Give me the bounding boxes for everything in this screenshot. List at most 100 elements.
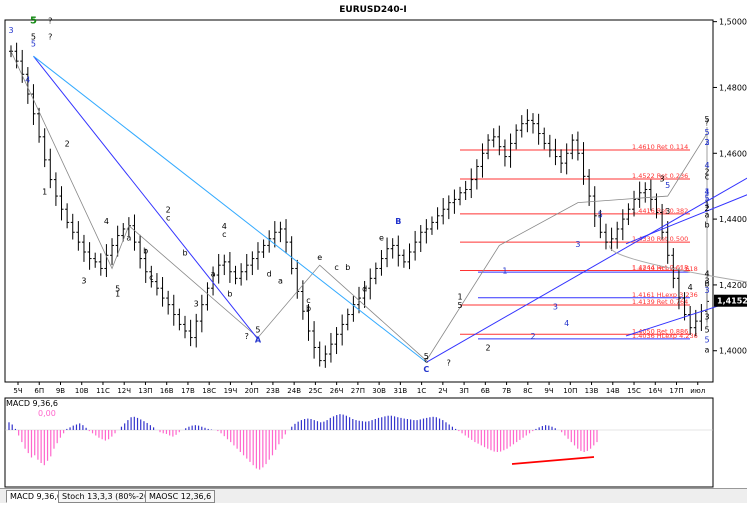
candle — [42, 128, 47, 168]
chart-title: EURUSD240-I — [339, 5, 407, 15]
wave-label: c — [306, 296, 310, 305]
candle — [429, 216, 434, 235]
candle — [418, 225, 423, 253]
candle — [334, 327, 339, 355]
candle — [603, 223, 608, 250]
candle — [620, 209, 625, 241]
candle — [676, 268, 681, 310]
candle — [648, 179, 653, 211]
candle — [452, 189, 457, 214]
wave-label: e — [379, 233, 384, 242]
candle — [379, 250, 384, 276]
macd-plot-frame — [4, 397, 714, 488]
wave-label: 5 — [704, 326, 709, 335]
wave-label: 4 — [704, 270, 709, 279]
candle — [121, 223, 126, 242]
candle — [244, 253, 249, 281]
wave-label: 3 — [704, 276, 709, 285]
candle — [570, 134, 575, 160]
wave-label: 5 — [255, 326, 260, 335]
candle — [508, 133, 513, 168]
wave-label: 5 — [598, 210, 603, 219]
price-label-box — [714, 294, 747, 307]
y-tick-label: 1,4600 — [719, 149, 747, 158]
candle — [396, 235, 401, 267]
wave-label: b — [345, 263, 350, 272]
candle — [615, 221, 620, 249]
candle — [87, 242, 92, 270]
x-tick-label: 10П — [563, 387, 577, 395]
wave-label: 3 — [665, 207, 670, 216]
wave-label: a — [705, 345, 710, 354]
candle — [660, 203, 665, 240]
wave-label: 2 — [704, 168, 709, 177]
wave-label: 4 — [688, 283, 693, 292]
wave-label: b — [182, 248, 187, 257]
wave-label: 2 — [65, 140, 70, 149]
candle — [65, 203, 70, 229]
x-tick-label: 13П — [138, 387, 152, 395]
y-tick-label: 1,4000 — [719, 347, 747, 356]
y-tick-label: 1,4800 — [719, 83, 747, 92]
x-tick-label: 12Ч — [117, 387, 131, 395]
candle — [542, 127, 547, 150]
wave-label: c — [334, 263, 338, 272]
candle — [385, 237, 390, 268]
candle — [469, 168, 474, 199]
x-tick-label: 20П — [245, 387, 259, 395]
x-tick-label: 15С — [627, 387, 641, 395]
tab-macd[interactable]: MACD 9,36,6 — [6, 490, 66, 503]
x-tick-label: 9Ч — [544, 387, 553, 395]
candle — [300, 280, 305, 320]
wave-label: 4 — [704, 161, 709, 170]
candle — [351, 296, 356, 322]
macd-value: 0,00 — [38, 409, 56, 418]
candle — [345, 308, 350, 331]
candle — [53, 172, 58, 206]
candle — [250, 251, 255, 276]
wave-label: 3 — [194, 299, 199, 308]
wave-label: 5 — [31, 33, 36, 42]
wave-label: 1 — [115, 289, 120, 298]
divergence-line — [511, 456, 595, 465]
candle — [323, 345, 328, 368]
wave-label: 2 — [486, 344, 491, 353]
candle — [531, 113, 535, 134]
candle — [9, 45, 13, 58]
wave-label: a — [705, 210, 710, 219]
candle — [233, 265, 238, 285]
x-tick-label: 27П — [351, 387, 365, 395]
candle — [216, 253, 221, 284]
wave-label: C — [423, 365, 429, 374]
price-label: 1,4152 — [717, 297, 747, 306]
projection-curve — [609, 245, 747, 283]
candle — [688, 305, 693, 335]
candle — [598, 209, 603, 239]
tab-maosc[interactable]: MAOSC 12,36,6 — [145, 490, 216, 503]
wave-label: e — [317, 253, 322, 262]
wave-label: b — [704, 280, 709, 289]
wave-label: b — [306, 304, 311, 313]
candle — [284, 219, 289, 254]
wave-label: 4 — [104, 217, 109, 226]
candle — [553, 138, 558, 166]
fib-level-label: 1.4036 HLexp 4.236 — [632, 332, 698, 340]
wave-label: 5 — [704, 336, 709, 345]
candle — [227, 252, 232, 283]
wave-label: 3 — [8, 26, 13, 35]
y-tick-label: 1,4400 — [719, 215, 747, 224]
candle — [289, 236, 294, 275]
wave-label: 2 — [704, 204, 709, 213]
candle — [199, 294, 204, 333]
candle — [463, 180, 468, 201]
x-tick-label: 7В — [502, 387, 511, 395]
x-tick-label: 8С — [523, 387, 532, 395]
candle — [98, 253, 103, 276]
wave-zigzag — [10, 51, 708, 362]
x-tick-label: 5Ч — [13, 387, 22, 395]
wave-label: ? — [48, 16, 52, 25]
candle — [609, 227, 614, 251]
wave-label: 3 — [575, 240, 580, 249]
wave-label: 5 — [704, 194, 709, 203]
